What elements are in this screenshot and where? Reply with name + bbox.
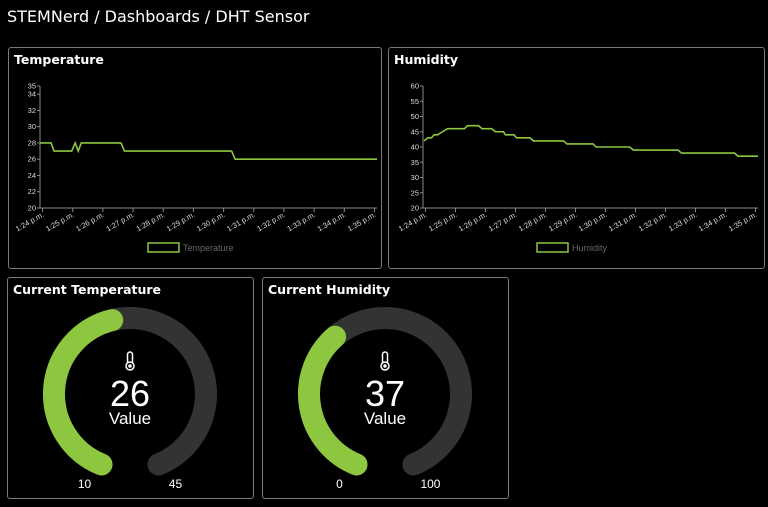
y-tick-label: 45 <box>411 127 419 136</box>
x-tick-label: 1:26 p.m. <box>74 210 106 233</box>
x-tick-label: 1:25 p.m. <box>427 210 459 233</box>
y-tick-label: 60 <box>411 82 419 91</box>
x-tick-label: 1:28 p.m. <box>517 210 549 233</box>
y-tick-label: 34 <box>28 90 36 99</box>
chart-1: 20 25 30 35 40 45 50 55 60 1:24 p.m.1:25 p.m.1:26… <box>397 82 759 254</box>
x-tick-label: 1:34 p.m. <box>316 210 348 233</box>
breadcrumb: STEMNerd / Dashboards / DHT Sensor <box>7 7 310 26</box>
x-tick-label: 1:26 p.m. <box>457 210 489 233</box>
y-tick-label: 26 <box>28 155 36 164</box>
x-tick-label: 1:30 p.m. <box>195 210 227 233</box>
legend-label: Temperature <box>183 243 234 253</box>
x-tick-label: 1:33 p.m. <box>667 210 699 233</box>
x-tick-label: 1:28 p.m. <box>135 210 167 233</box>
temperature-chart-panel: Temperature <box>8 47 382 269</box>
gauge-fill <box>298 325 368 476</box>
x-tick-label: 1:24 p.m. <box>397 210 429 233</box>
legend-swatch <box>536 242 569 253</box>
gauge-fill <box>43 309 124 476</box>
x-tick-label: 1:34 p.m. <box>697 210 729 233</box>
legend-swatch <box>147 242 180 253</box>
y-tick-label: 20 <box>411 204 419 213</box>
y-tick-label: 30 <box>411 173 419 182</box>
panel-title: Temperature <box>14 52 104 67</box>
x-tick-label: 1:35 p.m. <box>727 210 759 233</box>
humidity-chart-panel: Humidity <box>388 47 765 269</box>
legend-label: Humidity <box>572 243 608 253</box>
x-tick-label: 1:24 p.m. <box>14 210 46 233</box>
y-tick-label: 28 <box>28 138 36 147</box>
gauge-label: Value <box>364 409 406 428</box>
gauge-value: 37 <box>365 373 405 414</box>
gauge-max: 100 <box>420 477 440 491</box>
y-tick-label: 22 <box>28 187 36 196</box>
y-tick-label: 35 <box>411 158 419 167</box>
x-tick-label: 1:31 p.m. <box>607 210 639 233</box>
y-tick-label: 55 <box>411 97 419 106</box>
y-tick-label: 20 <box>28 204 36 213</box>
y-tick-label: 32 <box>28 106 36 115</box>
x-tick-label: 1:33 p.m. <box>286 210 318 233</box>
gauge-label: Value <box>109 409 151 428</box>
gauge-min: 0 <box>336 477 343 491</box>
y-tick-label: 35 <box>28 82 36 91</box>
x-tick-label: 1:25 p.m. <box>44 210 76 233</box>
gauge-value: 26 <box>110 373 150 414</box>
thermometer-icon <box>125 351 135 371</box>
panel-title: Current Humidity <box>268 282 391 297</box>
y-tick-label: 40 <box>411 143 419 152</box>
x-tick-label: 1:29 p.m. <box>547 210 579 233</box>
x-tick-label: 1:29 p.m. <box>165 210 197 233</box>
thermometer-icon <box>380 351 390 371</box>
x-tick-label: 1:27 p.m. <box>487 210 519 233</box>
y-tick-label: 25 <box>411 188 419 197</box>
x-tick-label: 1:32 p.m. <box>637 210 669 233</box>
y-tick-label: 24 <box>28 171 36 180</box>
y-tick-label: 30 <box>28 122 36 131</box>
x-tick-label: 1:30 p.m. <box>577 210 609 233</box>
panel-title: Humidity <box>394 52 459 67</box>
y-tick-label: 50 <box>411 112 419 121</box>
gauge-min: 10 <box>78 477 92 491</box>
gauge-max: 45 <box>169 477 183 491</box>
series-line-temperature <box>40 140 377 160</box>
x-tick-label: 1:35 p.m. <box>346 210 378 233</box>
thermometer-mercury <box>128 364 132 368</box>
thermometer-mercury <box>383 364 387 368</box>
series-line-humidity <box>423 124 758 157</box>
x-tick-label: 1:31 p.m. <box>225 210 257 233</box>
x-tick-label: 1:32 p.m. <box>255 210 287 233</box>
x-tick-label: 1:27 p.m. <box>104 210 136 233</box>
panel-title: Current Temperature <box>13 282 162 297</box>
